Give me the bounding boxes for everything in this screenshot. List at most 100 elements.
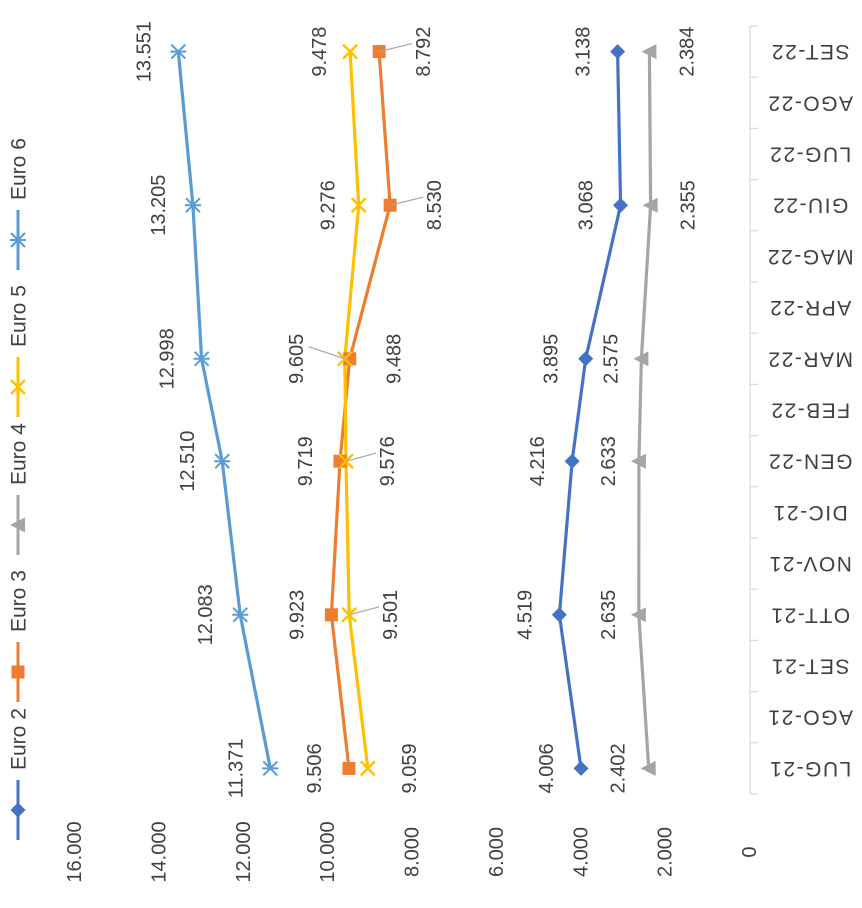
data-point [342,761,356,775]
data-label: 9.719 [295,436,317,486]
data-point [630,607,646,623]
data-label: 3.895 [541,334,563,384]
data-point [324,608,338,622]
data-label: 4.216 [527,436,549,486]
data-label: 9.506 [304,743,326,793]
series-line-euro-4 [637,51,653,769]
y-tick-label: 8.000 [402,827,424,877]
y-tick-label: 10.000 [317,821,339,882]
data-label: 9.059 [399,743,421,793]
x-tick-label: MAG-22 [766,245,853,268]
data-label: 9.276 [318,180,340,230]
series-markers [170,43,658,777]
data-point [613,197,629,213]
x-tick-label: SET-21 [770,655,849,678]
legend-entry-euro-4: Euro 4 [8,423,31,555]
y-tick-label: 6.000 [486,827,508,877]
data-label: 12.510 [177,431,199,492]
y-tick-label: 2.000 [655,827,677,877]
legend-marker [10,802,26,818]
data-label: 3.138 [573,27,595,77]
data-point [633,351,649,367]
data-point [564,453,580,469]
data-label: 2.575 [600,334,622,384]
legend-entry-euro-3: Euro 3 [8,570,31,702]
data-label: 9.501 [380,590,402,640]
data-point [578,351,594,367]
series-line-euro-2 [557,51,623,769]
y-tick-label: 12.000 [233,821,255,882]
x-tick-label: AGO-22 [767,91,853,114]
x-tick-label: GEN-22 [768,450,853,473]
series-line-euro-5 [343,51,370,769]
data-label: 13.205 [148,175,170,236]
data-labels: 4.006 4.519 4.216 3.895 3.068 3.138 9.506 9.923… [133,21,699,798]
x-tick-label: APR-22 [769,296,852,319]
data-label: 9.488 [384,334,406,384]
data-point [350,197,367,214]
data-label: 2.355 [678,180,700,230]
data-label: 12.998 [157,328,179,389]
legend-label: Euro 5 [8,285,31,347]
legend-marker [10,517,25,533]
x-tick-label: LUG-22 [769,143,852,166]
data-point [359,760,376,777]
series-line-euro-3 [329,51,392,769]
data-label: 4.519 [514,590,536,640]
data-label: 4.006 [536,743,558,793]
x-tick-label: MAR-22 [767,347,853,370]
x-tick-label: GIU-22 [772,194,849,217]
series-line-euro-6 [176,51,272,769]
data-label: 9.605 [286,334,308,384]
data-point [262,760,279,777]
data-point [342,43,358,60]
x-tick-label: NOV-21 [768,552,852,575]
legend-label: Euro 6 [8,138,31,200]
data-point [640,760,656,776]
data-label: 12.083 [195,584,217,645]
data-point [193,351,210,367]
label-leader-line [389,196,424,206]
legend-marker [10,232,26,248]
data-point [232,607,249,623]
legend-entry-euro-6: Euro 6 [8,138,31,270]
data-point [551,607,567,623]
data-label: 2.384 [676,27,698,77]
x-tick-label: OTT-21 [770,603,850,626]
data-label: 13.551 [133,21,155,82]
label-leader-line [378,43,413,53]
data-label: 2.402 [608,743,630,793]
data-point [641,44,657,60]
series-lines [176,51,653,769]
data-label: 9.576 [377,436,399,486]
legend-marker [11,665,25,679]
data-label: 2.633 [598,436,620,486]
data-point [170,43,187,60]
legend-entry-euro-5: Euro 5 [8,285,31,417]
data-label: 8.530 [424,180,446,230]
y-tick-label: 16.000 [64,821,86,882]
x-tick-label: FEB-22 [770,399,850,422]
x-tick-label: AGO-21 [767,706,853,729]
data-label: 3.068 [576,180,598,230]
label-leader-line [308,346,345,360]
y-tick-label: 14.000 [148,821,170,882]
legend-label: Euro 4 [8,423,31,485]
label-leader-line [349,606,380,616]
data-label: 9.923 [286,590,308,640]
data-point [573,760,589,776]
data-label: 2.635 [598,590,620,640]
legend: Euro 2 Euro 3 Euro 4 Euro 5 Euro 6 [8,138,31,840]
data-label: 11.371 [225,739,247,799]
legend-marker [10,379,26,395]
data-point [214,453,231,469]
data-label: 8.792 [413,27,435,77]
x-tick-label: SET-22 [770,40,849,63]
data-point [630,453,646,469]
legend-entry-euro-2: Euro 2 [8,708,31,840]
y-tick-label: 0 [739,846,761,857]
x-tick-label: LUG-21 [769,757,852,780]
data-point [184,197,201,213]
legend-label: Euro 3 [8,570,31,632]
